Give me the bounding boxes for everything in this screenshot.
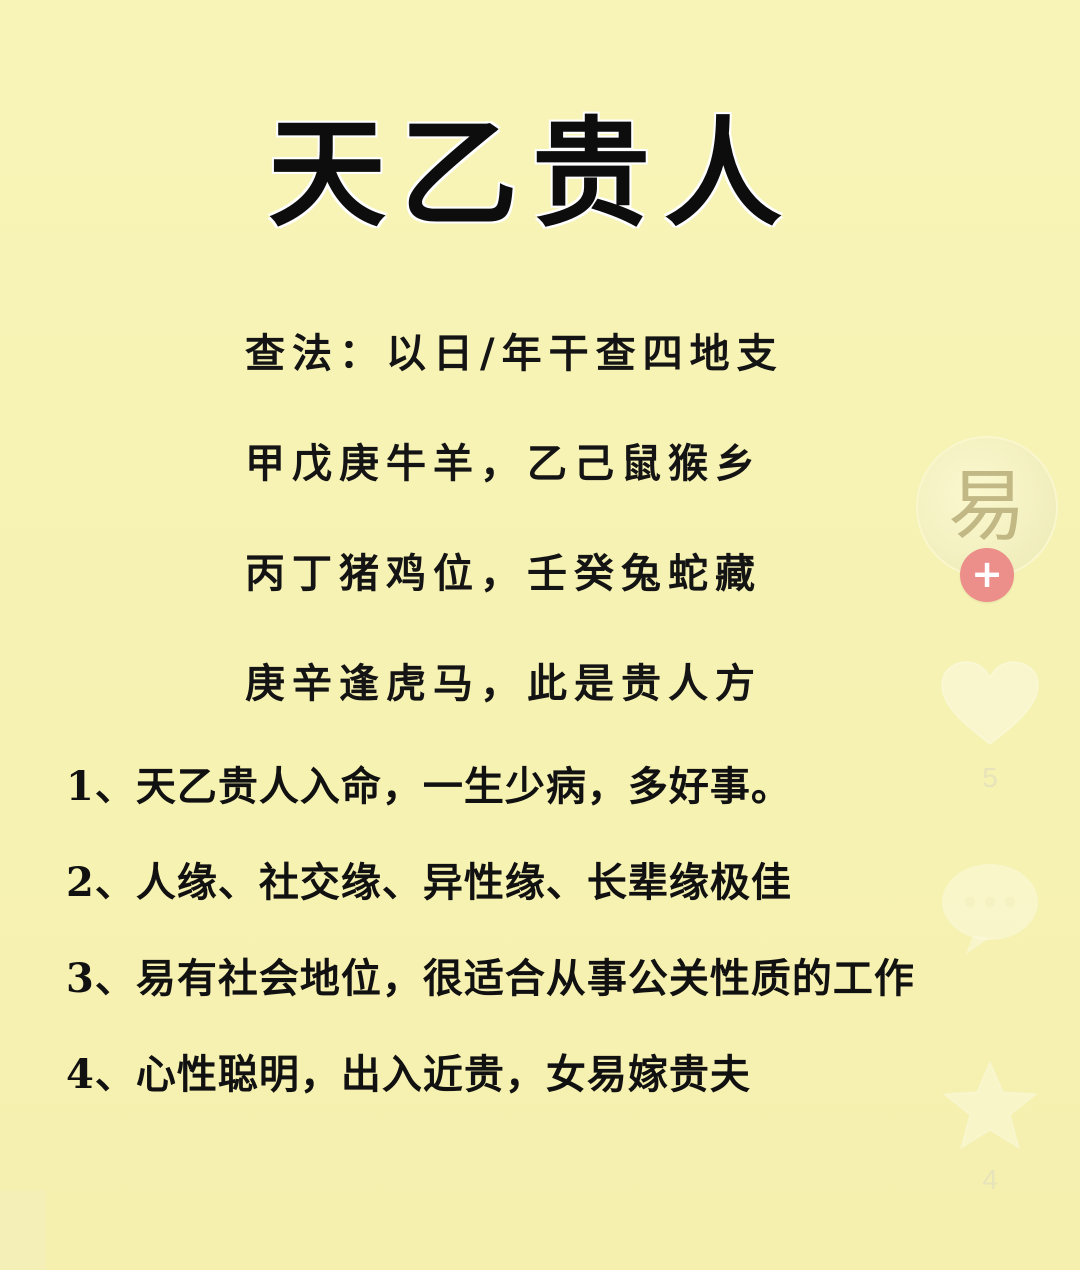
page-title: 天乙贵人 <box>0 78 1080 249</box>
heart-icon <box>940 660 1040 746</box>
comment-icon <box>942 864 1038 954</box>
comment-button[interactable] <box>910 860 1070 956</box>
rule-line: 丙丁猪鸡位，壬癸兔蛇藏 <box>245 551 762 597</box>
list-item: 2、人缘、社交缘、异性缘、长辈缘极佳 <box>66 859 792 906</box>
favorite-count: 4 <box>982 1164 998 1195</box>
rule-line: 庚辛逢虎马，此是贵人方 <box>245 661 762 707</box>
rule-verse: 查法：以日/年干查四地支 甲戊庚牛羊，乙己鼠猴乡 丙丁猪鸡位，壬癸兔蛇藏 庚辛逢… <box>245 322 885 762</box>
list-item: 1、天乙贵人入命，一生少病，多好事。 <box>66 763 792 810</box>
plus-icon: + <box>971 552 1003 596</box>
follow-button[interactable]: + <box>960 548 1014 602</box>
side-action-panel: 易 + 5 4 <box>910 430 1070 1220</box>
star-icon <box>942 1060 1038 1151</box>
like-count: 5 <box>982 762 998 793</box>
rule-line: 甲戊庚牛羊，乙己鼠猴乡 <box>245 441 762 487</box>
list-item: 4、心性聪明，出入近贵，女易嫁贵夫 <box>66 1051 751 1098</box>
corner-overlay <box>0 1190 46 1270</box>
rule-line: 查法：以日/年干查四地支 <box>245 331 784 377</box>
like-button[interactable]: 5 <box>910 660 1070 794</box>
favorite-button[interactable]: 4 <box>910 1060 1070 1196</box>
feature-list: 1、天乙贵人入命，一生少病，多好事。 2、人缘、社交缘、异性缘、长辈缘极佳 3、… <box>66 752 1080 1136</box>
list-item: 3、易有社会地位，很适合从事公关性质的工作 <box>66 955 915 1002</box>
page-title-text: 天乙贵人 <box>267 104 796 243</box>
avatar-glyph: 易 <box>947 462 1026 552</box>
